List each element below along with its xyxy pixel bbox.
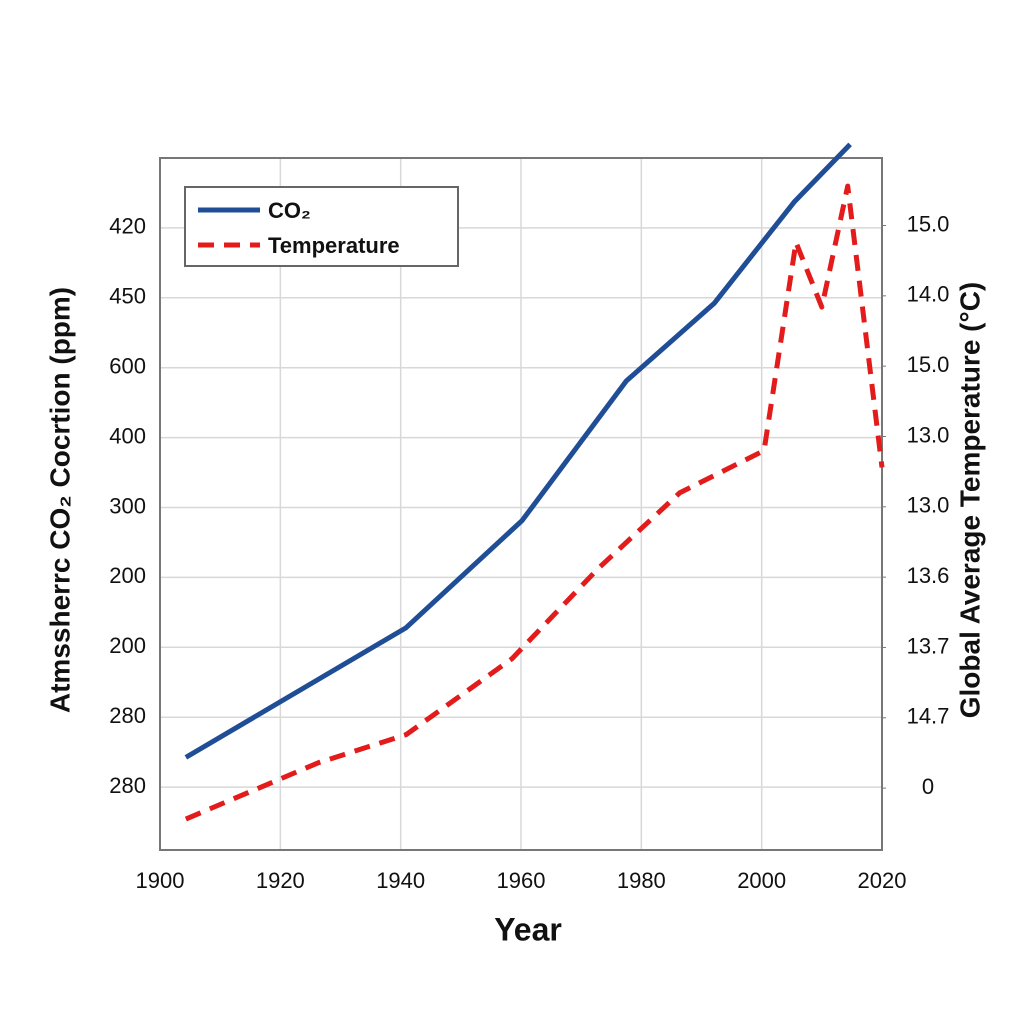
- x-tick-label: 1920: [256, 868, 305, 893]
- y2-tick-label: 14.7: [907, 704, 950, 729]
- y2-axis-label: Global Average Temperature (°C): [954, 282, 985, 719]
- y-tick-label: 280: [109, 773, 146, 798]
- y2-tick-label: 15.0: [907, 211, 950, 236]
- x-tick-label: 1900: [136, 868, 185, 893]
- y-tick-label: 200: [109, 633, 146, 658]
- line-series: [184, 142, 852, 760]
- legend-label: Temperature: [268, 233, 400, 258]
- y2-tick-label: 13.7: [907, 633, 950, 658]
- x-tick-label: 1940: [376, 868, 425, 893]
- y-tick-label: 450: [109, 284, 146, 309]
- line-series: [184, 183, 885, 822]
- y2-tick-label: 15.0: [907, 352, 950, 377]
- legend-label: CO₂: [268, 198, 311, 223]
- legend: CO₂ Temperature: [184, 186, 459, 267]
- plot-frame: [159, 157, 883, 851]
- y-tick-label: 600: [109, 354, 146, 379]
- y-axis-label: Atmssherrc CO₂ Cocrtion (ppm): [44, 287, 75, 713]
- y2-tick-label: 13.0: [907, 422, 950, 447]
- y-tick-label: 400: [109, 423, 146, 448]
- legend-box: [184, 186, 459, 267]
- x-tick-label: 1960: [497, 868, 546, 893]
- y2-tick-label: 13.0: [907, 493, 950, 518]
- x-axis-label: Year: [494, 911, 562, 947]
- y2-tick-label: 13.6: [907, 563, 950, 588]
- y-tick-label: 300: [109, 493, 146, 518]
- x-tick-label: 2020: [858, 868, 907, 893]
- y2-tick-label: 0: [922, 774, 934, 799]
- y2-tick-label: 14.0: [907, 282, 950, 307]
- y-tick-label: 420: [109, 214, 146, 239]
- x-tick-label: 1980: [617, 868, 666, 893]
- y-tick-label: 280: [109, 703, 146, 728]
- y-tick-label: 200: [109, 563, 146, 588]
- x-tick-label: 2000: [737, 868, 786, 893]
